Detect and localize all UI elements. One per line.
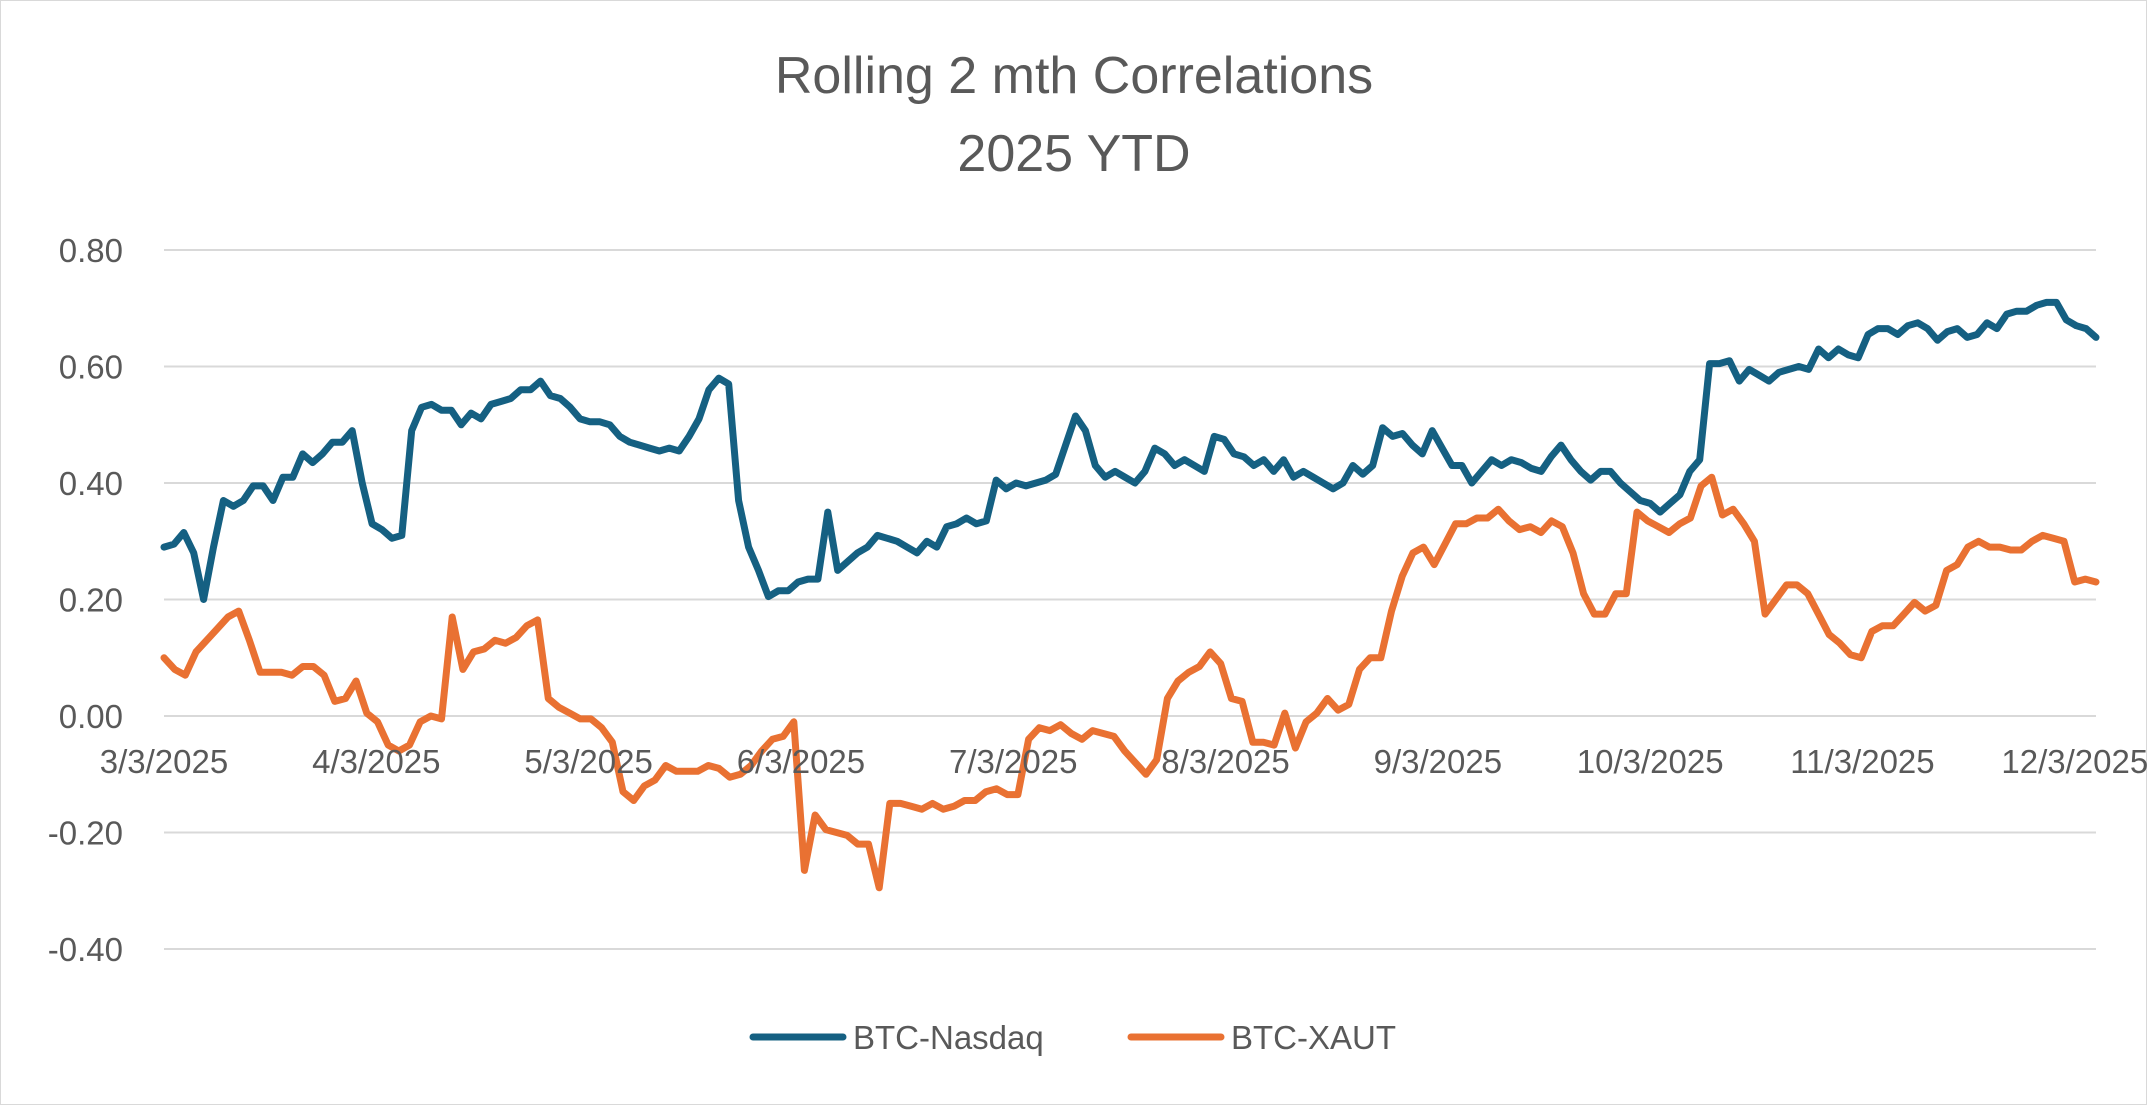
x-tick-label: 4/3/2025 bbox=[312, 743, 440, 780]
series-line-btc-xaut bbox=[160, 473, 2100, 892]
x-tick-label: 8/3/2025 bbox=[1161, 743, 1289, 780]
y-tick-label: 0.60 bbox=[59, 349, 123, 386]
legend-label-btc-nasdaq: BTC-Nasdaq bbox=[853, 1019, 1044, 1056]
x-tick-label: 5/3/2025 bbox=[524, 743, 652, 780]
chart-subtitle: 2025 YTD bbox=[957, 125, 1190, 183]
x-tick-label: 12/3/2025 bbox=[2001, 743, 2147, 780]
y-tick-label: -0.40 bbox=[48, 931, 123, 968]
y-tick-label: 0.40 bbox=[59, 465, 123, 502]
legend-label-btc-xaut: BTC-XAUT bbox=[1231, 1019, 1396, 1056]
x-axis-ticks: 3/3/2025 4/3/2025 5/3/2025 6/3/2025 7/3/2025… bbox=[100, 743, 2147, 780]
x-tick-label: 9/3/2025 bbox=[1374, 743, 1502, 780]
legend: BTC-Nasdaq BTC-XAUT bbox=[749, 1019, 1396, 1056]
y-tick-label: -0.20 bbox=[48, 815, 123, 852]
x-tick-label: 7/3/2025 bbox=[949, 743, 1077, 780]
series-line-btc-nasdaq bbox=[160, 298, 2100, 603]
chart-title: Rolling 2 mth Correlations bbox=[775, 47, 1373, 105]
gridlines bbox=[164, 249, 2096, 950]
x-tick-label: 3/3/2025 bbox=[100, 743, 228, 780]
y-axis-ticks: 0.80 0.60 0.40 0.20 0.00 -0.20 -0.40 bbox=[48, 232, 123, 968]
x-tick-label: 10/3/2025 bbox=[1577, 743, 1724, 780]
y-tick-label: 0.00 bbox=[59, 698, 123, 735]
x-tick-label: 11/3/2025 bbox=[1790, 743, 1934, 780]
y-tick-label: 0.20 bbox=[59, 582, 123, 619]
x-tick-label: 6/3/2025 bbox=[737, 743, 865, 780]
y-tick-label: 0.80 bbox=[59, 232, 123, 269]
series-lines bbox=[160, 298, 2100, 892]
